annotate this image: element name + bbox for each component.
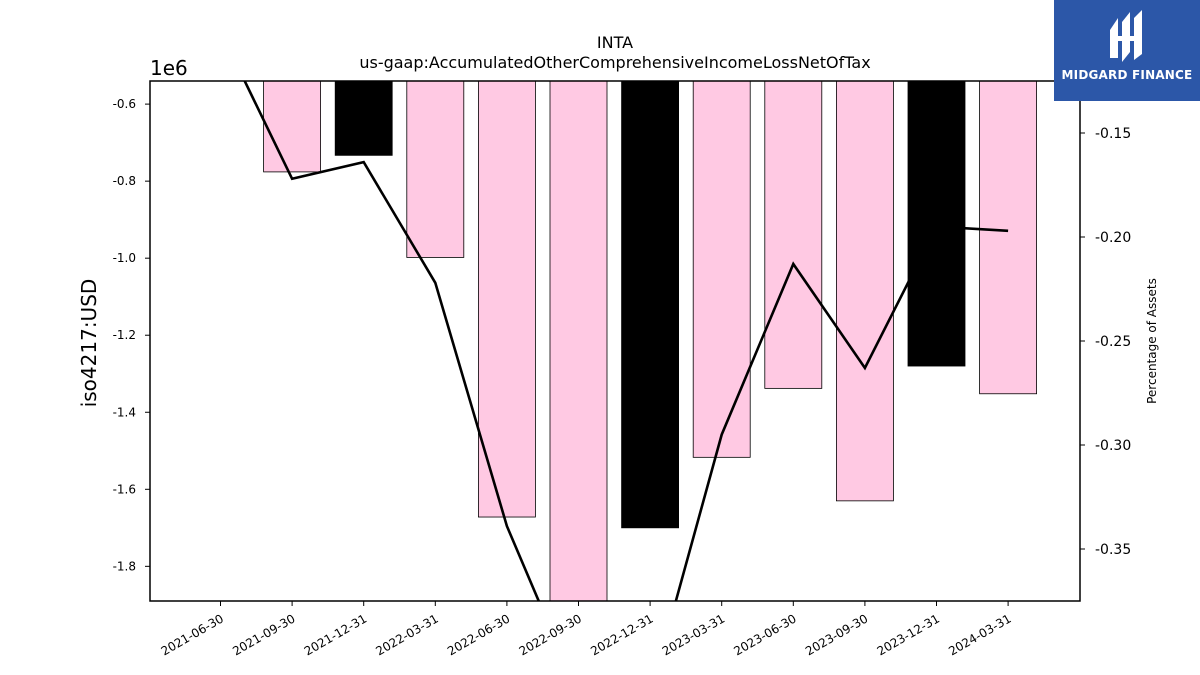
bars-layer [263,80,1037,602]
y-tick-label: -0.6 [113,97,136,111]
x-tick-label: 2022-09-30 [517,611,584,658]
y-axis-label-right: Percentage of Assets [1145,278,1159,404]
y-tick-label: -0.8 [113,174,136,188]
logo-text: MIDGARD FINANCE [1061,68,1193,82]
x-tick-label: 2022-06-30 [445,611,512,658]
logo-mark-icon [1110,10,1142,62]
x-tick-label: 2023-03-31 [660,611,727,658]
x-axis: 2021-06-30 2021-09-30 2021-12-31 2022-03-31… [159,601,1014,658]
x-tick-label: 2021-12-31 [302,611,369,658]
bar-2022-06-30 [477,80,536,518]
x-tick-label: 2023-06-30 [731,611,798,658]
x-tick-label: 2023-09-30 [803,611,870,658]
bar-2023-12-31 [907,80,966,367]
bar-2023-06-30 [764,80,823,389]
chart-title: INTA [597,33,633,52]
x-tick-label: 2022-03-31 [373,611,440,658]
x-tick-label: 2021-06-30 [159,611,226,658]
y-axis-label: iso4217:USD [77,279,101,408]
x-tick-label: 2023-12-31 [875,611,942,658]
bar-2022-09-30 [549,80,608,602]
bar-2022-12-31 [621,80,679,529]
y-right-tick-label: -0.35 [1095,542,1131,558]
y-tick-label: -1.0 [113,251,136,265]
y-right-tick-label: -0.25 [1095,334,1131,350]
x-tick-label: 2021-09-30 [230,611,297,658]
y-right-tick-label: -0.30 [1095,438,1131,454]
bar-2023-03-31 [692,80,751,458]
bar-2023-09-30 [836,80,894,502]
y-right-tick-label: -0.20 [1095,230,1131,246]
x-tick-label: 2024-03-31 [946,611,1013,658]
y-axis-right: -0.15 -0.20 -0.25 -0.30 -0.35 [1080,126,1131,558]
y-tick-label: -1.8 [113,559,136,573]
line-layer [243,81,1009,601]
y-tick-label: -1.6 [113,482,136,496]
y-tick-label: -1.2 [113,328,136,342]
x-tick-label: 2022-12-31 [588,611,655,658]
bar-2022-03-31 [406,80,465,258]
brand-logo: MIDGARD FINANCE [1054,0,1200,101]
bar-2021-09-30 [263,80,322,173]
y-tick-label: -1.4 [113,405,136,419]
y-axis-left: -0.6 -0.8 -1.0 -1.2 -1.4 -1.6 -1.8 [113,97,150,573]
y-right-tick-label: -0.15 [1095,126,1131,142]
percentage-line [243,81,1009,601]
y-offset-label: 1e6 [150,56,188,80]
chart-subtitle: us-gaap:AccumulatedOtherComprehensiveInc… [359,53,870,72]
bar-2021-12-31 [334,80,393,156]
bar-2024-03-31 [979,80,1037,395]
